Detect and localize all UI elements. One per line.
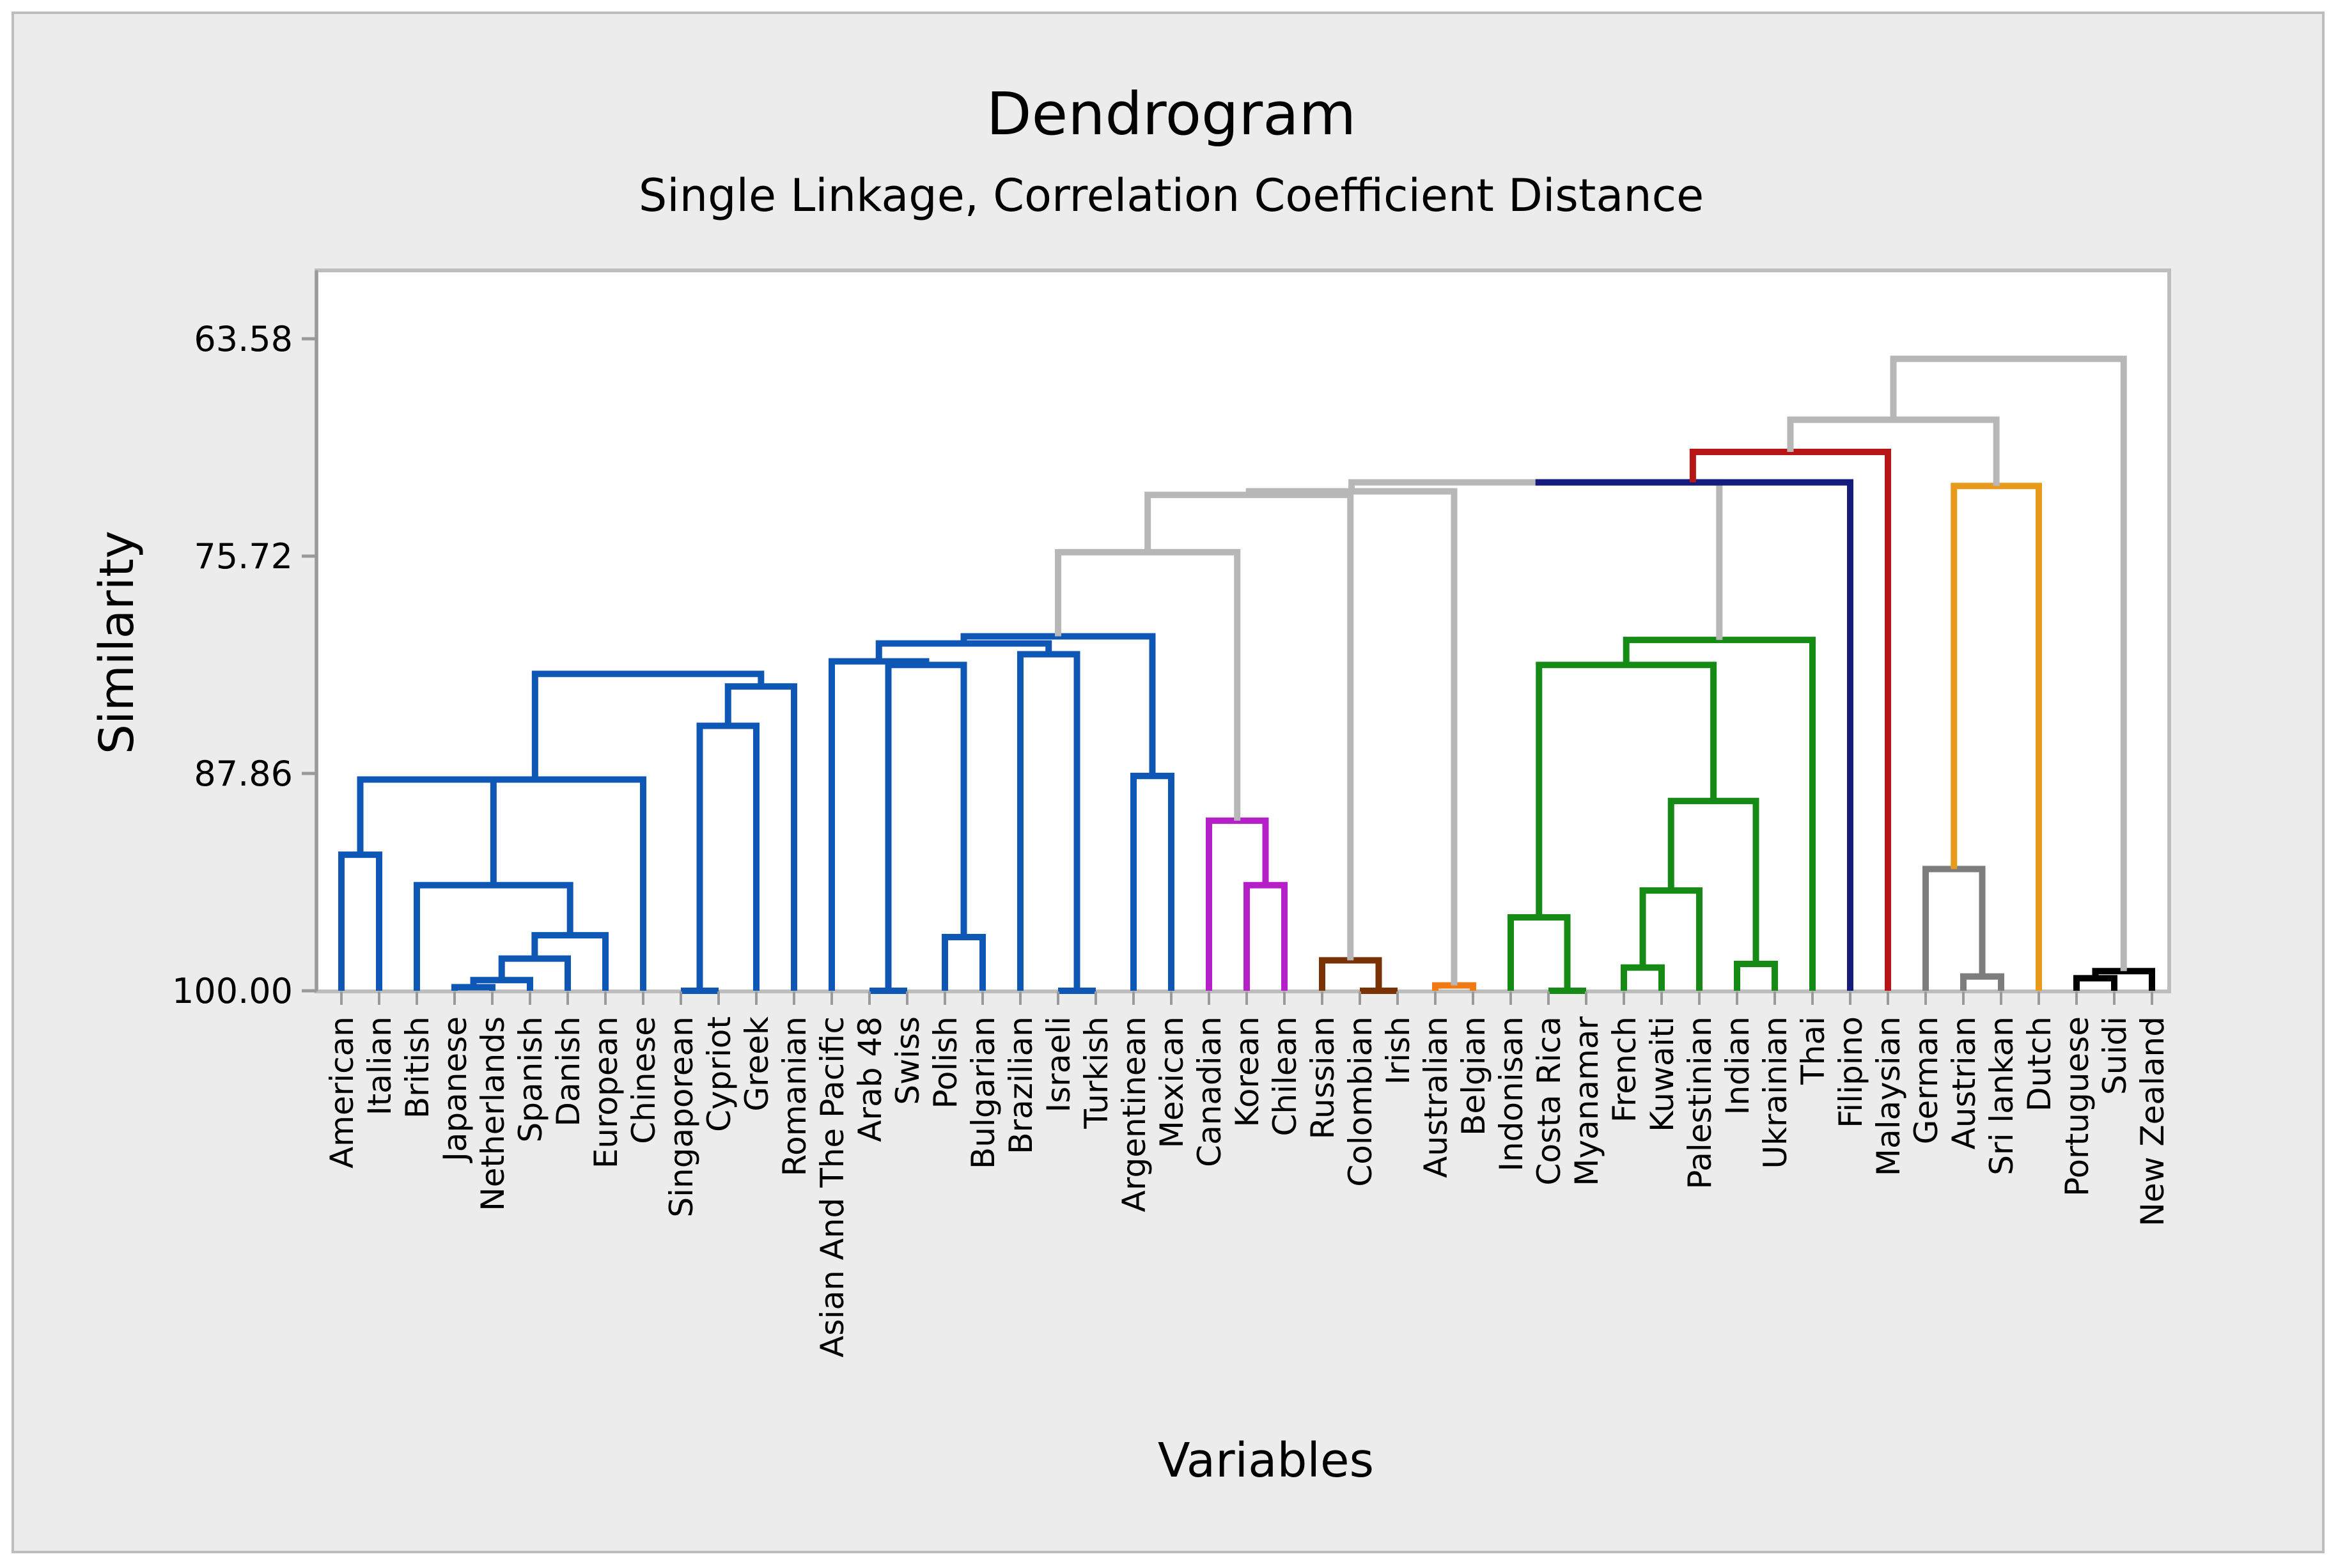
dendrogram-link	[1535, 479, 1853, 991]
plot-area	[315, 268, 2171, 993]
leaf-label: Indian	[1719, 1016, 1756, 1115]
dendrogram-link	[1432, 982, 1476, 991]
leaf-label: Palestinian	[1681, 1016, 1718, 1190]
leaf-label: Filipino	[1832, 1016, 1869, 1128]
leaf-label: Colombian	[1342, 1016, 1379, 1187]
dendrogram-link	[1055, 548, 1241, 821]
dendrogram-link	[1890, 355, 2127, 972]
leaf-label: French	[1606, 1016, 1643, 1122]
leaf-label: Chinese	[625, 1016, 662, 1144]
leaf-label: Costa Rica	[1531, 1016, 1568, 1185]
y-tick-label: 100.00	[172, 971, 293, 1011]
dendrogram-link	[1017, 651, 1080, 991]
leaf-label: Bulgarian	[965, 1016, 1002, 1169]
leaf-label: Irish	[1380, 1016, 1417, 1085]
x-axis-title: Variables	[1158, 1433, 1374, 1488]
dendrogram-link	[1319, 957, 1382, 991]
leaf-label: Indonisan	[1493, 1016, 1530, 1172]
leaf-label: Dutch	[2021, 1016, 2058, 1112]
leaf-label: Italian	[361, 1016, 398, 1115]
leaf-label: Chilean	[1266, 1016, 1304, 1136]
dendrogram-link	[2073, 975, 2117, 991]
leaf-label: Portuguese	[2059, 1016, 2096, 1197]
dendrogram-link	[1922, 866, 1986, 991]
dendrogram-link	[338, 851, 382, 991]
leaf-label: Polish	[927, 1016, 964, 1108]
chart-title: Dendrogram	[986, 80, 1356, 148]
leaf-label: American	[323, 1016, 361, 1168]
y-axis-title: Similarity	[90, 531, 144, 754]
y-tick-label: 87.86	[194, 754, 293, 794]
leaf-label: Myanamar	[1568, 1016, 1605, 1186]
dendrogram-link	[498, 955, 571, 991]
leaf-label: Mexican	[1153, 1016, 1190, 1148]
y-tick-label: 63.58	[194, 319, 293, 359]
leaf-label: Spanish	[512, 1016, 549, 1142]
leaf-label: Malaysian	[1870, 1016, 1907, 1176]
leaf-labels: American Italian British Japanese Netherland…	[323, 991, 2171, 1358]
leaf-label: Thai	[1795, 1016, 1832, 1085]
dendrogram-link	[1787, 416, 2000, 486]
leaf-label: Korean	[1229, 1016, 1266, 1127]
leaf-label: Turkish	[1078, 1016, 1115, 1129]
leaf-label: Suidi	[2096, 1016, 2133, 1095]
dendrogram-link	[724, 683, 797, 991]
leaf-label: Brazilian	[1002, 1016, 1040, 1154]
leaf-label: Sri lankan	[1983, 1016, 2020, 1176]
leaf-label: Romanian	[776, 1016, 813, 1176]
leaf-label: Arab 48	[852, 1016, 889, 1142]
leaf-label: Asian And The Pacific	[814, 1016, 851, 1358]
dendrogram-links	[338, 355, 2155, 994]
dendrogram-link	[829, 658, 930, 991]
y-axis: 63.58 75.72 87.86 100.00	[172, 270, 318, 1011]
leaf-label: British	[399, 1016, 436, 1119]
dendrogram-link	[470, 977, 533, 991]
leaf-label: Japanese	[437, 1016, 474, 1163]
leaf-label: Cypriot	[701, 1016, 738, 1132]
dendrogram-link	[960, 633, 1156, 776]
dendrogram-link	[531, 932, 609, 991]
leaf-label: Argentinean	[1116, 1016, 1153, 1212]
leaf-label: Belgian	[1455, 1016, 1492, 1136]
leaf-label: Ukrainian	[1757, 1016, 1794, 1169]
leaf-label: Australian	[1417, 1016, 1454, 1178]
dendrogram-link	[1206, 817, 1269, 991]
leaf-label: Kuwaiti	[1644, 1016, 1681, 1132]
chart-subtitle: Single Linkage, Correlation Coefficient …	[639, 169, 1704, 222]
y-tick-label: 75.72	[194, 536, 293, 577]
dendrogram-link	[531, 671, 765, 780]
leaf-label: Swiss	[889, 1016, 926, 1105]
leaf-label: Danish	[550, 1016, 587, 1126]
dendrogram-link	[426, 776, 646, 991]
dendrogram-link	[451, 984, 495, 991]
dendrogram-link	[1689, 449, 1891, 991]
leaf-label: Canadian	[1191, 1016, 1228, 1167]
leaf-label: Israeli	[1040, 1016, 1077, 1113]
leaf-label: Russian	[1304, 1016, 1341, 1140]
leaf-label: New Zealand	[2134, 1016, 2171, 1227]
leaf-label: Singaporean	[663, 1016, 700, 1218]
dendrogram-link	[1348, 479, 1723, 640]
leaf-label: Greek	[738, 1016, 775, 1112]
leaf-label: European	[588, 1016, 625, 1168]
leaf-label: German	[1908, 1016, 1945, 1144]
leaf-label: Austrian	[1945, 1016, 1983, 1149]
leaf-label: Netherlands	[474, 1016, 511, 1211]
